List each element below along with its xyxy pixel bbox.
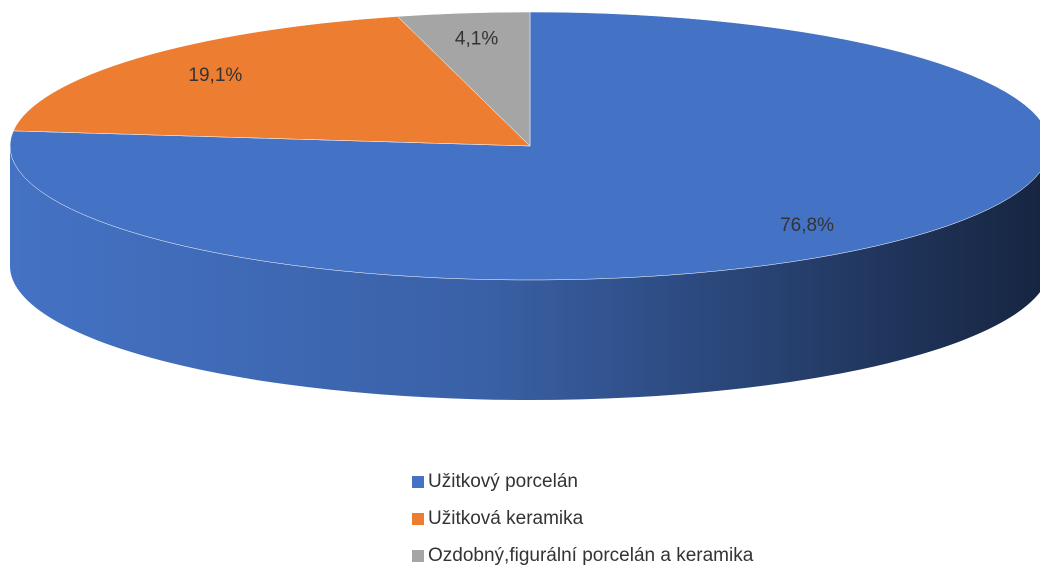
pie-slice: [12, 16, 531, 147]
data-label: 19,1%: [188, 65, 242, 86]
pie-slice: [396, 11, 531, 147]
data-label: 4,1%: [455, 29, 498, 50]
legend-label: Ozdobný,figurální porcelán a keramika: [428, 545, 754, 566]
legend-label: Užitková keramika: [428, 508, 584, 529]
legend-swatch: [412, 513, 424, 525]
legend-swatch: [412, 550, 424, 562]
pie-slice-side: [10, 146, 1040, 400]
legend-swatch: [412, 476, 424, 488]
legend-label: Užitkový porcelán: [428, 471, 578, 492]
data-label: 76,8%: [780, 215, 834, 236]
